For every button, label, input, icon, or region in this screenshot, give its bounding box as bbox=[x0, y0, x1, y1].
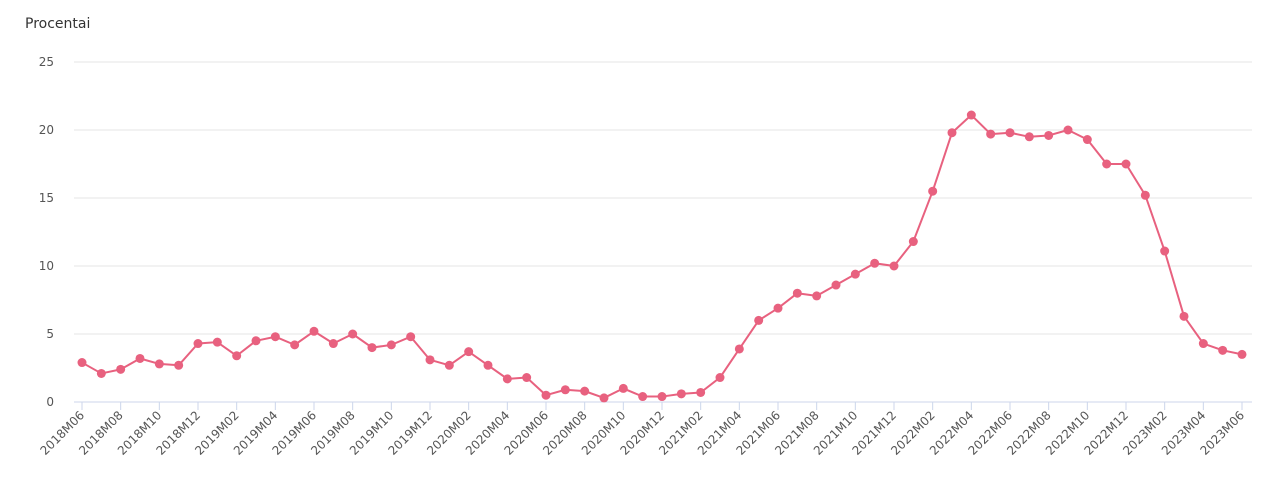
data-point[interactable] bbox=[812, 291, 822, 301]
data-point[interactable] bbox=[560, 385, 570, 395]
data-point[interactable] bbox=[270, 332, 280, 342]
data-point[interactable] bbox=[734, 344, 744, 354]
data-point[interactable] bbox=[212, 337, 222, 347]
data-point[interactable] bbox=[1140, 190, 1150, 200]
data-point[interactable] bbox=[908, 237, 918, 247]
series-line bbox=[81, 114, 1243, 399]
y-tick-label: 25 bbox=[39, 55, 54, 69]
data-point[interactable] bbox=[1198, 339, 1208, 349]
y-tick-label: 0 bbox=[46, 395, 54, 409]
data-point[interactable] bbox=[290, 340, 300, 350]
data-point[interactable] bbox=[464, 347, 474, 357]
data-point[interactable] bbox=[696, 387, 706, 397]
data-point[interactable] bbox=[773, 303, 783, 313]
data-point[interactable] bbox=[715, 373, 725, 383]
data-point[interactable] bbox=[618, 383, 628, 393]
data-point[interactable] bbox=[1218, 345, 1228, 355]
series-group bbox=[77, 110, 1247, 403]
data-point[interactable] bbox=[1082, 135, 1092, 145]
data-point[interactable] bbox=[96, 368, 106, 378]
data-point[interactable] bbox=[406, 332, 416, 342]
data-point[interactable] bbox=[580, 386, 590, 396]
data-point[interactable] bbox=[870, 258, 880, 268]
data-point[interactable] bbox=[541, 390, 551, 400]
data-point[interactable] bbox=[1102, 159, 1112, 169]
data-point[interactable] bbox=[966, 110, 976, 120]
data-point[interactable] bbox=[483, 360, 493, 370]
data-point[interactable] bbox=[1044, 130, 1054, 140]
data-point[interactable] bbox=[251, 336, 261, 346]
data-point[interactable] bbox=[232, 351, 242, 361]
data-point[interactable] bbox=[444, 360, 454, 370]
data-point[interactable] bbox=[135, 353, 145, 363]
data-point[interactable] bbox=[986, 129, 996, 139]
data-point[interactable] bbox=[425, 355, 435, 365]
data-point[interactable] bbox=[1121, 159, 1131, 169]
data-point[interactable] bbox=[193, 339, 203, 349]
gridlines bbox=[74, 61, 1252, 403]
data-point[interactable] bbox=[1024, 132, 1034, 142]
y-tick-label: 5 bbox=[46, 327, 54, 341]
data-point[interactable] bbox=[1179, 311, 1189, 321]
data-point[interactable] bbox=[676, 389, 686, 399]
data-point[interactable] bbox=[154, 359, 164, 369]
y-tick-label: 15 bbox=[39, 191, 54, 205]
data-point[interactable] bbox=[638, 392, 648, 402]
y-tick-label: 20 bbox=[39, 123, 54, 137]
data-point[interactable] bbox=[502, 374, 512, 384]
data-point[interactable] bbox=[792, 288, 802, 298]
y-axis-label: Procentai bbox=[25, 16, 91, 32]
data-point[interactable] bbox=[1237, 349, 1247, 359]
data-point[interactable] bbox=[657, 392, 667, 402]
data-point[interactable] bbox=[174, 360, 184, 370]
y-tick-label: 10 bbox=[39, 259, 54, 273]
data-point[interactable] bbox=[348, 329, 358, 339]
data-point[interactable] bbox=[947, 128, 957, 138]
data-point[interactable] bbox=[522, 373, 532, 383]
data-point[interactable] bbox=[1005, 128, 1015, 138]
data-point[interactable] bbox=[1160, 246, 1170, 256]
data-point[interactable] bbox=[928, 186, 938, 196]
data-point[interactable] bbox=[850, 269, 860, 279]
y-axis-ticks: 0 5 10 15 20 25 bbox=[39, 55, 54, 409]
data-point[interactable] bbox=[367, 343, 377, 353]
data-point[interactable] bbox=[599, 393, 609, 403]
data-point[interactable] bbox=[386, 340, 396, 350]
data-point[interactable] bbox=[116, 364, 126, 374]
data-point[interactable] bbox=[328, 339, 338, 349]
data-point[interactable] bbox=[754, 315, 764, 325]
data-point[interactable] bbox=[1063, 125, 1073, 135]
data-point[interactable] bbox=[889, 261, 899, 271]
data-point[interactable] bbox=[831, 280, 841, 290]
data-point[interactable] bbox=[309, 326, 319, 336]
data-point[interactable] bbox=[77, 358, 87, 368]
x-axis: 2018M062018M082018M102018M122019M022019M… bbox=[38, 402, 1247, 458]
